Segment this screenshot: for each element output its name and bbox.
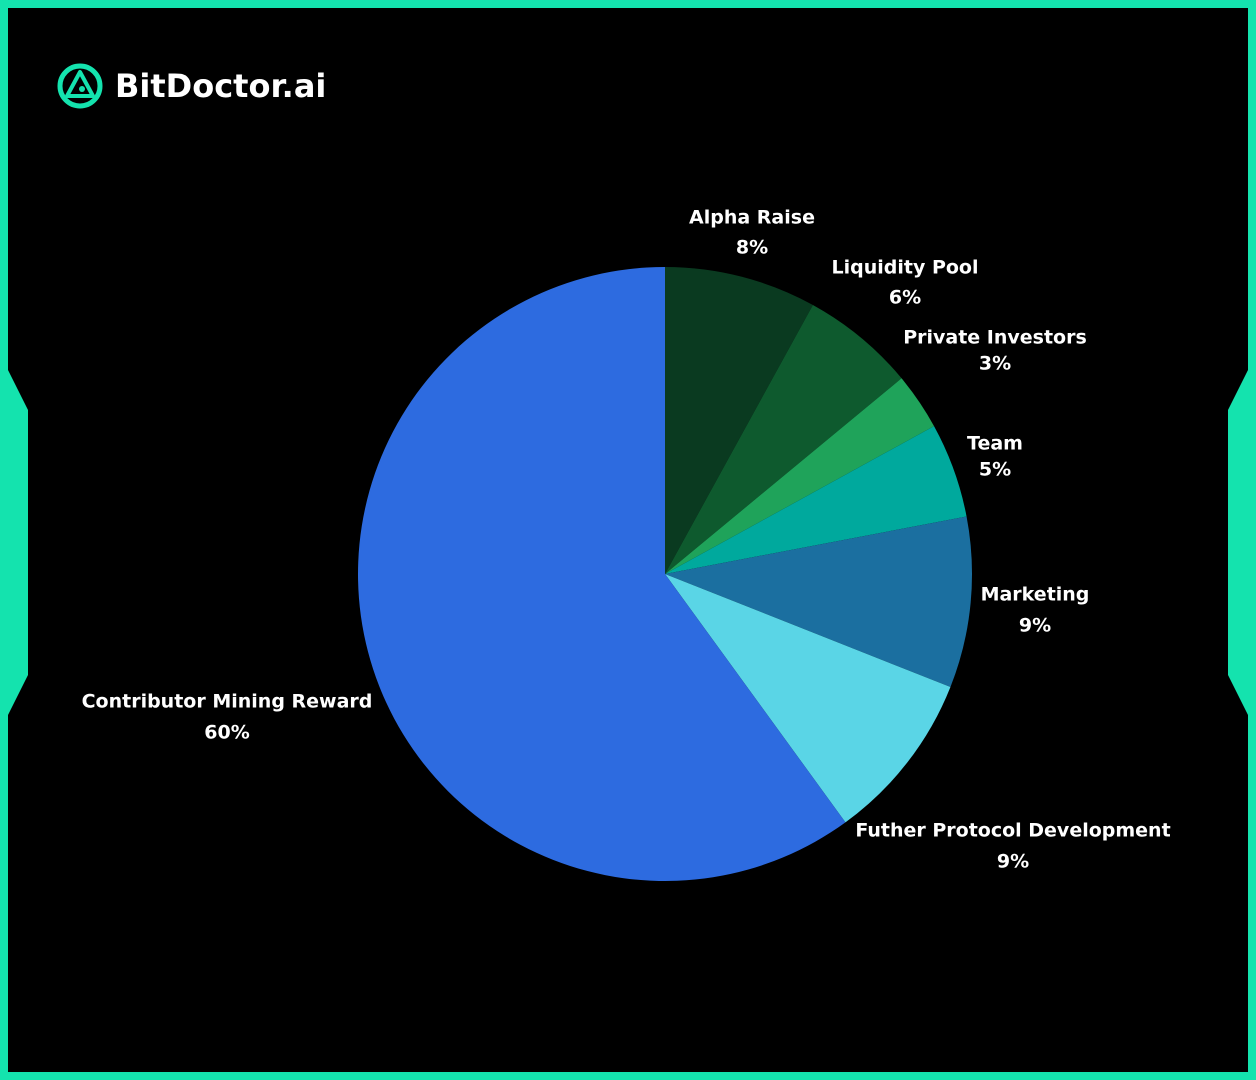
slice-value: 8% <box>736 237 768 259</box>
slice-label: Marketing <box>981 584 1090 606</box>
slice-value: 5% <box>979 459 1011 481</box>
slice-value: 60% <box>204 722 249 744</box>
pie-slice <box>665 574 951 823</box>
pie-slice <box>357 267 846 881</box>
pie-slice <box>665 304 902 574</box>
slice-value: 9% <box>1019 615 1051 637</box>
slice-value: 9% <box>997 851 1029 873</box>
slice-label: Futher Protocol Development <box>855 820 1170 842</box>
pie-slice <box>665 378 935 574</box>
slice-value: 6% <box>889 287 921 309</box>
slice-label: Alpha Raise <box>689 207 815 229</box>
pie-slice <box>665 426 967 574</box>
slice-value: 3% <box>979 353 1011 375</box>
slice-label: Contributor Mining Reward <box>82 691 373 713</box>
slice-label: Team <box>967 433 1023 455</box>
pie-slice <box>665 267 813 574</box>
slice-label: Private Investors <box>903 327 1087 349</box>
logo <box>57 63 103 109</box>
pie-slice <box>665 516 972 688</box>
slice-label: Liquidity Pool <box>832 257 979 279</box>
brand: BitDoctor.ai <box>115 67 326 105</box>
